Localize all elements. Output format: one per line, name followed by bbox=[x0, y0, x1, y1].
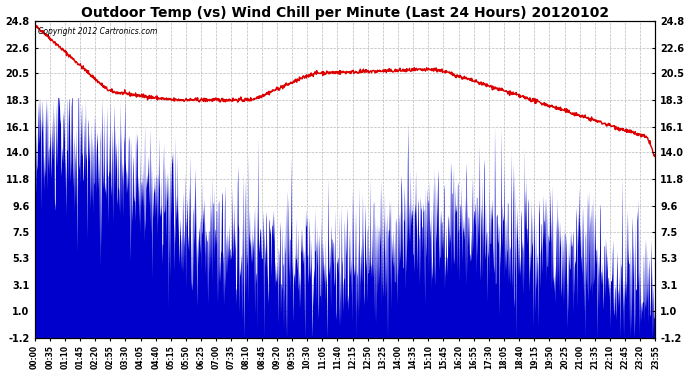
Text: Copyright 2012 Cartronics.com: Copyright 2012 Cartronics.com bbox=[38, 27, 157, 36]
Title: Outdoor Temp (vs) Wind Chill per Minute (Last 24 Hours) 20120102: Outdoor Temp (vs) Wind Chill per Minute … bbox=[81, 6, 609, 20]
